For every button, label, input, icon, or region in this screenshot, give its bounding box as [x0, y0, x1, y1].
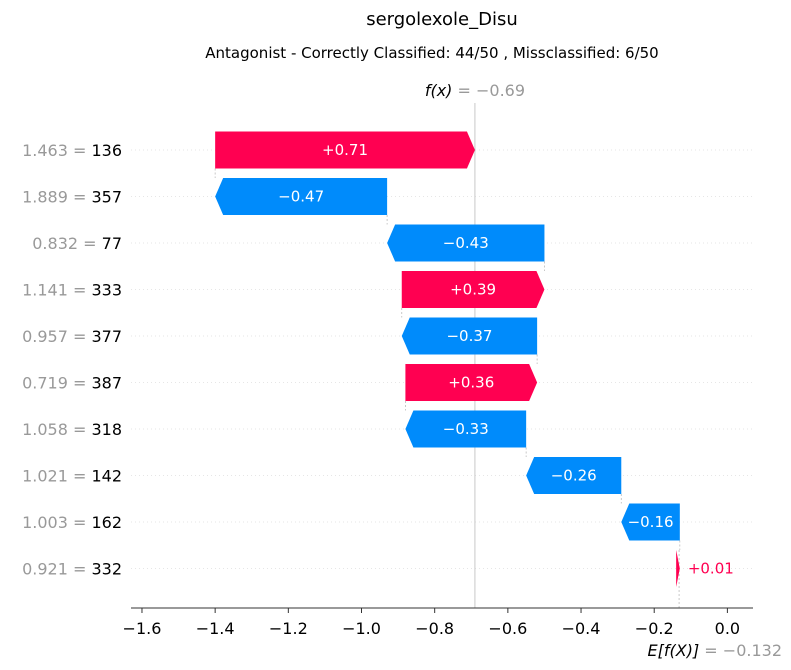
positive-bar	[215, 131, 475, 169]
feature-name: 377	[91, 327, 122, 346]
x-tick-label: −1.2	[269, 619, 308, 638]
feature-value: 0.921	[22, 560, 68, 579]
feature-name: 387	[91, 374, 122, 393]
feature-name: 162	[91, 513, 122, 532]
bar-value-label: −0.37	[446, 327, 492, 345]
feature-name: 142	[91, 467, 122, 486]
negative-bar	[387, 224, 545, 262]
feature-value: 1.889	[22, 188, 68, 207]
bar-value-label: +0.36	[448, 374, 494, 392]
feature-name: 332	[91, 560, 122, 579]
feature-label: 1.003 = 162	[22, 513, 122, 532]
bar-value-label: +0.71	[322, 141, 368, 159]
chart-subtitle: Antagonist - Correctly Classified: 44/50…	[205, 44, 658, 62]
feature-name: 333	[91, 281, 122, 300]
x-tick-label: −1.0	[342, 619, 381, 638]
negative-bar	[405, 410, 527, 448]
bar-value-label: −0.43	[443, 234, 489, 252]
bar-value-label: −0.47	[278, 188, 324, 206]
feature-name: 318	[91, 420, 122, 439]
bar-value-label: −0.33	[443, 420, 489, 438]
positive-bar	[676, 550, 680, 587]
x-tick-label: 0.0	[715, 619, 740, 638]
x-tick-label: −1.4	[196, 619, 235, 638]
bar-value-label: +0.01	[688, 560, 734, 578]
chart-title: sergolexole_Disu	[366, 9, 518, 30]
feature-label: 0.832 = 77	[32, 234, 122, 253]
negative-bar	[621, 503, 680, 541]
feature-label: 1.141 = 333	[22, 281, 122, 300]
bar-value-label: −0.26	[551, 467, 597, 485]
negative-bar	[215, 178, 388, 215]
feature-value: 1.021	[22, 467, 68, 486]
plot-area: +0.71 1.463 = 136 −0.47 1.889 = 357 −0.43 0.8…	[22, 81, 782, 660]
x-tick-label: −0.2	[635, 619, 674, 638]
bar-value-label: +0.39	[450, 281, 496, 299]
fx-label: f(x) = −0.69	[425, 81, 525, 100]
positive-bar	[401, 271, 545, 308]
feature-value: 1.463	[22, 141, 68, 160]
negative-bar	[401, 317, 538, 355]
bar-value-label: −0.16	[628, 513, 674, 531]
feature-label: 0.719 = 387	[22, 374, 122, 393]
feature-name: 136	[91, 141, 122, 160]
feature-name: 77	[102, 234, 122, 253]
feature-label: 1.463 = 136	[22, 141, 122, 160]
x-tick-label: −0.8	[415, 619, 454, 638]
feature-label: 0.921 = 332	[22, 560, 122, 579]
feature-value: 0.719	[22, 374, 68, 393]
feature-value: 1.058	[22, 420, 68, 439]
efx-label: E[f(X)] = −0.132	[648, 641, 782, 660]
feature-value: 0.957	[22, 327, 68, 346]
positive-bar	[405, 364, 538, 401]
x-tick-label: −0.4	[562, 619, 601, 638]
feature-name: 357	[91, 188, 122, 207]
feature-value: 1.141	[22, 281, 68, 300]
x-tick-label: −0.6	[488, 619, 527, 638]
feature-value: 1.003	[22, 513, 68, 532]
feature-label: 1.889 = 357	[22, 188, 122, 207]
feature-value: 0.832	[32, 234, 78, 253]
feature-label: 0.957 = 377	[22, 327, 122, 346]
feature-label: 1.058 = 318	[22, 420, 122, 439]
feature-label: 1.021 = 142	[22, 467, 122, 486]
x-tick-label: −1.6	[123, 619, 162, 638]
negative-bar	[526, 457, 622, 494]
